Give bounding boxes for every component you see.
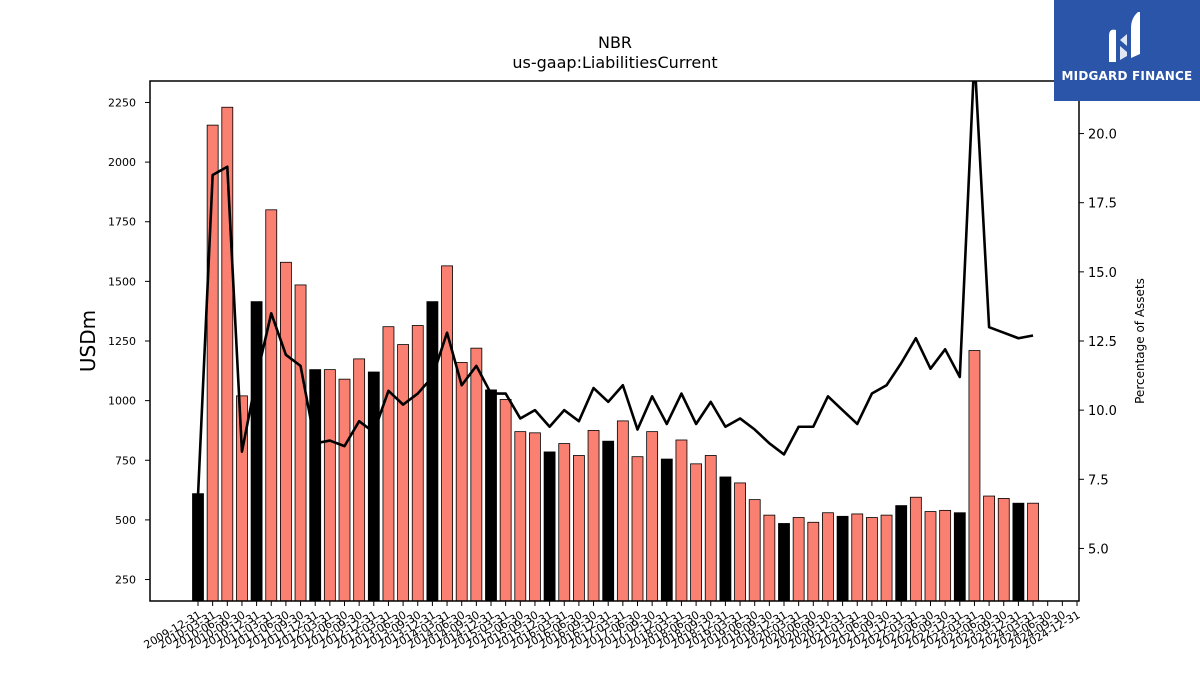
bar-49 <box>909 496 922 602</box>
y-tick-label-2: 750 <box>115 454 136 467</box>
bar-28 <box>602 440 615 602</box>
bar-40 <box>778 523 790 602</box>
bar-47 <box>880 514 893 602</box>
y-tick-label-0: 250 <box>115 574 136 587</box>
bar-50 <box>924 511 937 602</box>
bar-37 <box>734 482 746 602</box>
bar-22 <box>514 431 527 602</box>
bar-23 <box>529 432 541 602</box>
bar-32 <box>660 458 673 602</box>
bar-5 <box>265 209 278 602</box>
bar-27 <box>587 430 600 602</box>
midgard-finance-logo: MIDGARD FINANCE <box>1054 0 1200 101</box>
bar-29 <box>616 420 629 602</box>
bar-26 <box>573 455 585 602</box>
bar-0 <box>192 493 204 602</box>
logo-mark-icon <box>1109 12 1140 63</box>
bar-4 <box>250 301 263 602</box>
y-tick-label-5: 1500 <box>108 275 136 288</box>
bar-25 <box>558 443 571 602</box>
bar-9 <box>323 369 336 602</box>
y2-tick-label-6: 20.0 <box>1088 128 1117 143</box>
y-tick-label-1: 500 <box>115 514 136 527</box>
bar-14 <box>397 344 410 602</box>
bar-6 <box>279 261 292 602</box>
bar-16 <box>426 301 439 602</box>
bar-33 <box>675 439 688 602</box>
y-tick-label-7: 2000 <box>108 156 136 169</box>
y2-tick-label-0: 5.0 <box>1088 542 1109 557</box>
bar-48 <box>895 505 908 602</box>
bar-54 <box>983 495 995 602</box>
bar-35 <box>704 455 717 602</box>
line-layer <box>196 81 1034 496</box>
bar-55 <box>997 498 1010 602</box>
y-tick-label-4: 1250 <box>108 335 136 348</box>
logo-text: MIDGARD FINANCE <box>1061 69 1193 83</box>
bars-layer <box>192 106 1039 602</box>
chart-subtitle: us-gaap:LiabilitiesCurrent <box>512 53 717 72</box>
y-axis: 250 500 750 1000 1250 1500 1750 2000 2250 <box>108 96 150 587</box>
bar-56 <box>1012 502 1025 602</box>
bar-51 <box>939 509 952 602</box>
chart-title: NBR <box>598 33 632 52</box>
bar-18 <box>455 362 468 602</box>
y2-axis-label: Percentage of Assets <box>1133 278 1147 404</box>
y-axis-label: USDm <box>76 310 100 372</box>
y2-tick-label-1: 7.5 <box>1088 473 1109 488</box>
percentage-line <box>196 81 1034 496</box>
bar-8 <box>309 369 322 602</box>
bar-57 <box>1027 502 1039 602</box>
bar-44 <box>836 515 849 602</box>
bar-53 <box>968 350 981 602</box>
bar-42 <box>807 521 820 602</box>
y2-axis: 5.0 7.5 10.0 12.5 15.0 17.5 20.0 <box>1079 128 1117 557</box>
y-tick-label-6: 1750 <box>108 216 136 229</box>
x-axis: 2009-12-312010-03-312010-06-302010-09-30… <box>142 601 1083 652</box>
bar-41 <box>792 517 805 602</box>
bar-13 <box>382 326 395 602</box>
y-tick-label-3: 1000 <box>108 395 136 408</box>
bar-21 <box>499 399 512 602</box>
bar-39 <box>763 514 776 602</box>
bar-45 <box>851 513 864 602</box>
bar-17 <box>441 265 453 602</box>
y2-tick-label-5: 17.5 <box>1088 197 1117 212</box>
bar-43 <box>822 512 834 602</box>
bar-31 <box>646 431 659 602</box>
bar-34 <box>690 463 702 602</box>
bar-46 <box>866 517 878 602</box>
y2-tick-label-3: 12.5 <box>1088 335 1117 350</box>
bar-15 <box>411 325 424 602</box>
bar-36 <box>719 476 732 602</box>
bar-10 <box>338 378 351 602</box>
bar-52 <box>953 512 966 602</box>
bar-11 <box>353 358 366 602</box>
bar-30 <box>631 456 644 602</box>
bar-7 <box>294 284 307 602</box>
y2-tick-label-2: 10.0 <box>1088 404 1117 419</box>
bar-19 <box>470 347 483 602</box>
bar-12 <box>367 371 380 602</box>
bar-24 <box>543 451 556 602</box>
bar-20 <box>485 389 497 602</box>
y-tick-label-8: 2250 <box>108 96 136 109</box>
y2-tick-label-4: 15.0 <box>1088 266 1117 281</box>
bar-38 <box>748 499 761 602</box>
